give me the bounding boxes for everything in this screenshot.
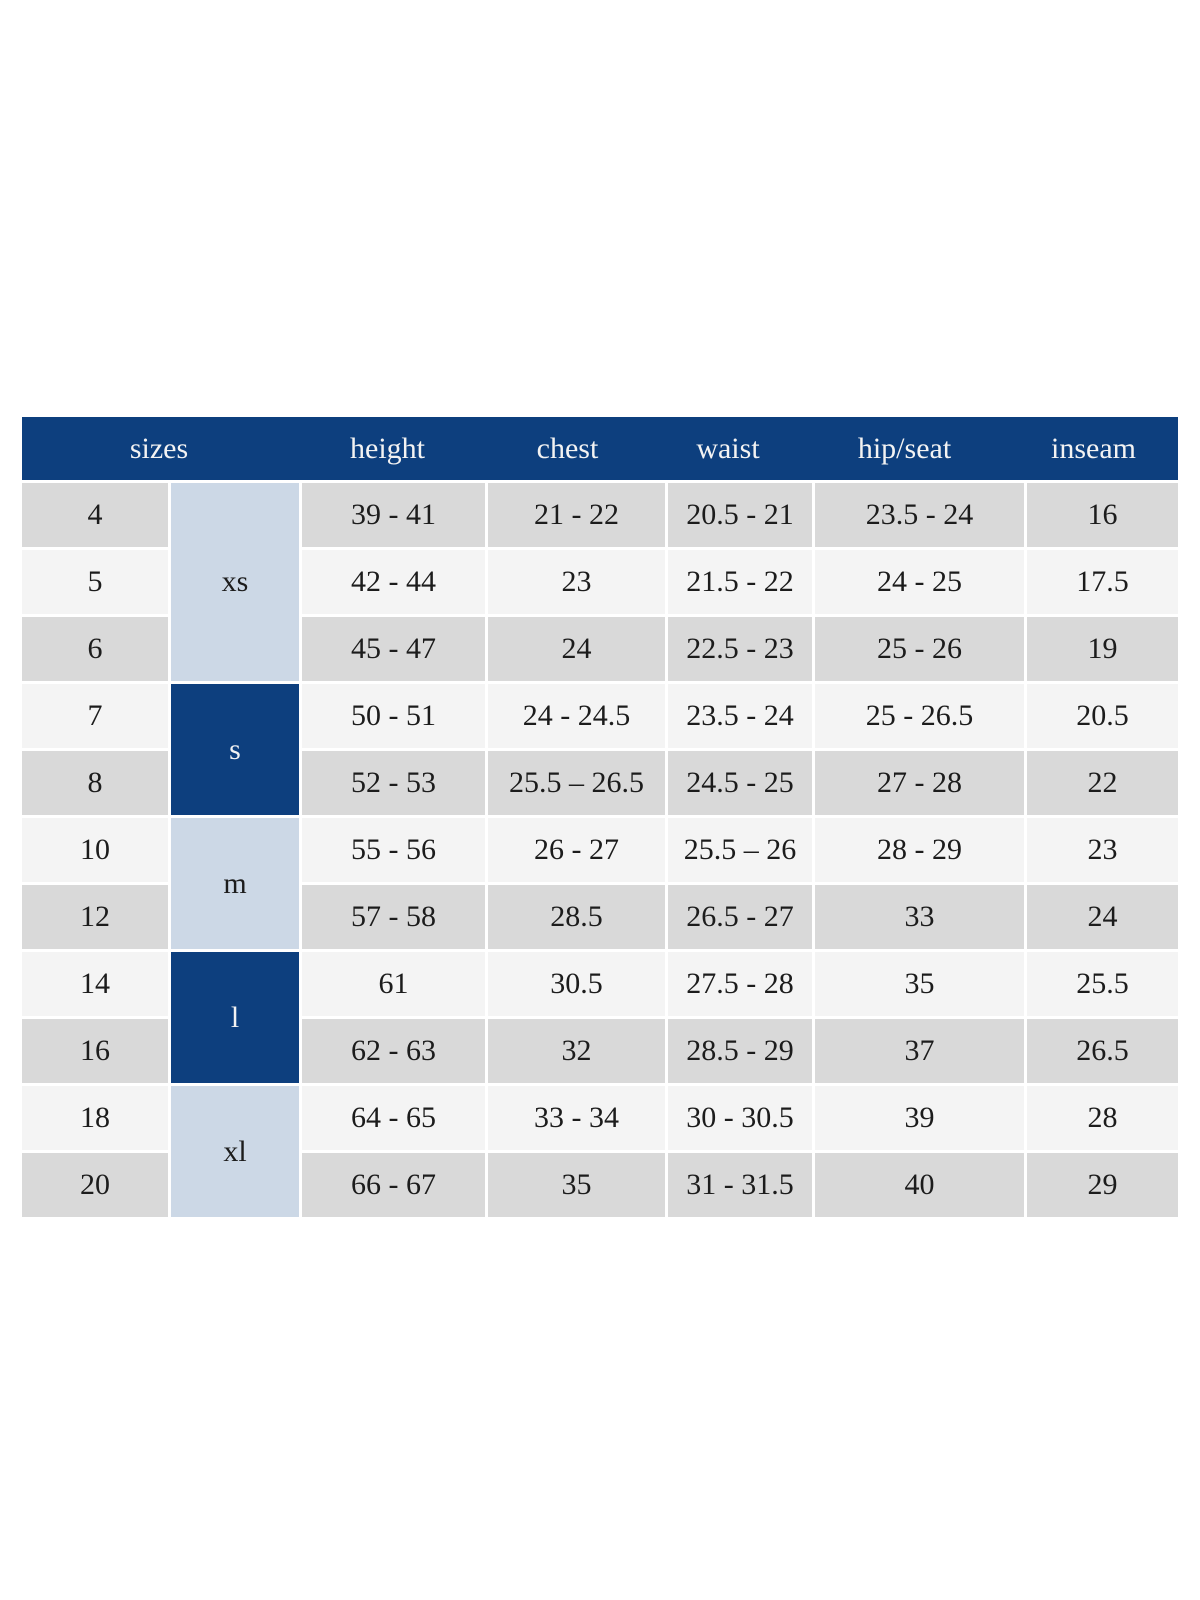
- cell-waist: 24.5 - 25: [668, 751, 812, 815]
- cell-hip-seat: 37: [815, 1019, 1024, 1083]
- cell-hip-seat: 39: [815, 1086, 1024, 1150]
- cell-hip-seat: 40: [815, 1153, 1024, 1217]
- cell-size: 20: [22, 1153, 168, 1217]
- cell-inseam: 23: [1027, 818, 1178, 882]
- cell-chest: 25.5 – 26.5: [488, 751, 665, 815]
- cell-hip-seat: 25 - 26: [815, 617, 1024, 681]
- cell-height: 62 - 63: [302, 1019, 485, 1083]
- cell-chest: 23: [488, 550, 665, 614]
- cell-height: 45 - 47: [302, 617, 485, 681]
- cell-size: 12: [22, 885, 168, 949]
- cell-height: 52 - 53: [302, 751, 485, 815]
- cell-height: 39 - 41: [302, 483, 485, 547]
- cell-hip-seat: 28 - 29: [815, 818, 1024, 882]
- cell-inseam: 16: [1027, 483, 1178, 547]
- cell-chest: 28.5: [488, 885, 665, 949]
- header-sizes: sizes: [129, 431, 189, 465]
- cell-chest: 33 - 34: [488, 1086, 665, 1150]
- cell-inseam: 20.5: [1027, 684, 1178, 748]
- cell-waist: 31 - 31.5: [668, 1153, 812, 1217]
- cell-inseam: 17.5: [1027, 550, 1178, 614]
- header-height: height: [350, 431, 425, 465]
- header-inseam: inseam: [1051, 431, 1136, 465]
- header-hip-seat: hip/seat: [857, 431, 952, 465]
- cell-waist: 23.5 - 24: [668, 684, 812, 748]
- cell-waist: 21.5 - 22: [668, 550, 812, 614]
- cell-inseam: 26.5: [1027, 1019, 1178, 1083]
- cell-chest: 21 - 22: [488, 483, 665, 547]
- cell-chest: 24 - 24.5: [488, 684, 665, 748]
- group-cell-xs: xs: [171, 483, 299, 681]
- table-body: xs s m l xl 4 39 - 41 21 - 22 20.5 - 21 …: [22, 483, 1178, 1217]
- cell-height: 61: [302, 952, 485, 1016]
- cell-height: 66 - 67: [302, 1153, 485, 1217]
- group-cell-m: m: [171, 818, 299, 949]
- cell-waist: 26.5 - 27: [668, 885, 812, 949]
- cell-inseam: 28: [1027, 1086, 1178, 1150]
- group-cell-xl: xl: [171, 1086, 299, 1217]
- cell-size: 4: [22, 483, 168, 547]
- cell-size: 10: [22, 818, 168, 882]
- cell-hip-seat: 33: [815, 885, 1024, 949]
- cell-height: 50 - 51: [302, 684, 485, 748]
- cell-waist: 22.5 - 23: [668, 617, 812, 681]
- cell-waist: 30 - 30.5: [668, 1086, 812, 1150]
- cell-size: 8: [22, 751, 168, 815]
- cell-height: 64 - 65: [302, 1086, 485, 1150]
- cell-size: 18: [22, 1086, 168, 1150]
- cell-hip-seat: 35: [815, 952, 1024, 1016]
- cell-size: 14: [22, 952, 168, 1016]
- group-cell-l: l: [171, 952, 299, 1083]
- cell-size: 5: [22, 550, 168, 614]
- cell-height: 57 - 58: [302, 885, 485, 949]
- cell-height: 42 - 44: [302, 550, 485, 614]
- size-chart-table: sizes height chest waist hip/seat inseam…: [22, 417, 1178, 1217]
- cell-waist: 28.5 - 29: [668, 1019, 812, 1083]
- table-header-row: sizes height chest waist hip/seat inseam: [22, 417, 1178, 480]
- cell-inseam: 24: [1027, 885, 1178, 949]
- cell-inseam: 19: [1027, 617, 1178, 681]
- cell-chest: 24: [488, 617, 665, 681]
- cell-height: 55 - 56: [302, 818, 485, 882]
- cell-waist: 20.5 - 21: [668, 483, 812, 547]
- cell-hip-seat: 24 - 25: [815, 550, 1024, 614]
- cell-hip-seat: 27 - 28: [815, 751, 1024, 815]
- header-chest: chest: [536, 431, 599, 465]
- cell-size: 6: [22, 617, 168, 681]
- cell-waist: 25.5 – 26: [668, 818, 812, 882]
- cell-hip-seat: 23.5 - 24: [815, 483, 1024, 547]
- cell-chest: 32: [488, 1019, 665, 1083]
- cell-size: 16: [22, 1019, 168, 1083]
- group-cell-s: s: [171, 684, 299, 815]
- cell-hip-seat: 25 - 26.5: [815, 684, 1024, 748]
- cell-waist: 27.5 - 28: [668, 952, 812, 1016]
- cell-chest: 35: [488, 1153, 665, 1217]
- cell-inseam: 25.5: [1027, 952, 1178, 1016]
- cell-chest: 30.5: [488, 952, 665, 1016]
- cell-chest: 26 - 27: [488, 818, 665, 882]
- header-waist: waist: [696, 431, 760, 465]
- cell-inseam: 22: [1027, 751, 1178, 815]
- cell-inseam: 29: [1027, 1153, 1178, 1217]
- cell-size: 7: [22, 684, 168, 748]
